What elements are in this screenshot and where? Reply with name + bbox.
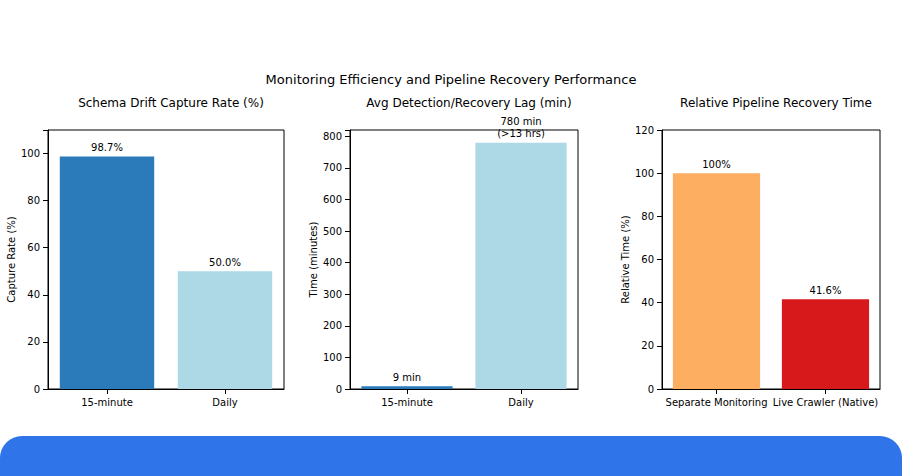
svg-text:120: 120 — [635, 125, 654, 136]
svg-text:9 min: 9 min — [393, 372, 421, 383]
svg-text:60: 60 — [641, 254, 654, 265]
svg-text:Time (minutes): Time (minutes) — [308, 221, 319, 298]
svg-text:500: 500 — [323, 226, 342, 237]
svg-text:15-minute: 15-minute — [81, 397, 133, 408]
svg-text:60: 60 — [27, 242, 40, 253]
svg-text:Relative Time (%): Relative Time (%) — [620, 215, 631, 304]
svg-text:41.6%: 41.6% — [810, 285, 842, 296]
svg-text:100: 100 — [21, 148, 40, 159]
svg-text:98.7%: 98.7% — [91, 142, 123, 153]
svg-text:100: 100 — [635, 168, 654, 179]
svg-text:400: 400 — [323, 257, 342, 268]
svg-text:100%: 100% — [702, 159, 731, 170]
svg-text:Avg Detection/Recovery Lag (mi: Avg Detection/Recovery Lag (min) — [366, 96, 571, 110]
svg-text:0: 0 — [34, 384, 40, 395]
svg-text:300: 300 — [323, 289, 342, 300]
svg-text:200: 200 — [323, 320, 342, 331]
svg-text:Capture Rate (%): Capture Rate (%) — [6, 216, 17, 302]
svg-text:20: 20 — [641, 340, 654, 351]
svg-text:600: 600 — [323, 194, 342, 205]
svg-text:100: 100 — [323, 352, 342, 363]
svg-text:Live Crawler (Native): Live Crawler (Native) — [773, 397, 878, 408]
svg-text:800: 800 — [323, 131, 342, 142]
svg-text:80: 80 — [641, 211, 654, 222]
svg-text:80: 80 — [27, 195, 40, 206]
svg-text:Separate Monitoring: Separate Monitoring — [666, 397, 768, 408]
svg-text:50.0%: 50.0% — [209, 257, 241, 268]
svg-text:0: 0 — [648, 384, 654, 395]
svg-text:Schema Drift Capture Rate (%): Schema Drift Capture Rate (%) — [78, 96, 264, 110]
svg-text:0: 0 — [336, 384, 342, 395]
svg-text:(>13 hrs): (>13 hrs) — [497, 128, 545, 139]
svg-text:40: 40 — [641, 297, 654, 308]
svg-text:15-minute: 15-minute — [381, 397, 433, 408]
svg-text:Monitoring Efficiency and Pipe: Monitoring Efficiency and Pipeline Recov… — [266, 72, 637, 87]
svg-text:Relative Pipeline Recovery Tim: Relative Pipeline Recovery Time — [680, 96, 872, 110]
svg-text:Daily: Daily — [212, 397, 237, 408]
svg-text:780 min: 780 min — [500, 116, 541, 127]
svg-text:700: 700 — [323, 162, 342, 173]
svg-text:40: 40 — [27, 289, 40, 300]
svg-text:Daily: Daily — [508, 397, 533, 408]
svg-text:20: 20 — [27, 336, 40, 347]
